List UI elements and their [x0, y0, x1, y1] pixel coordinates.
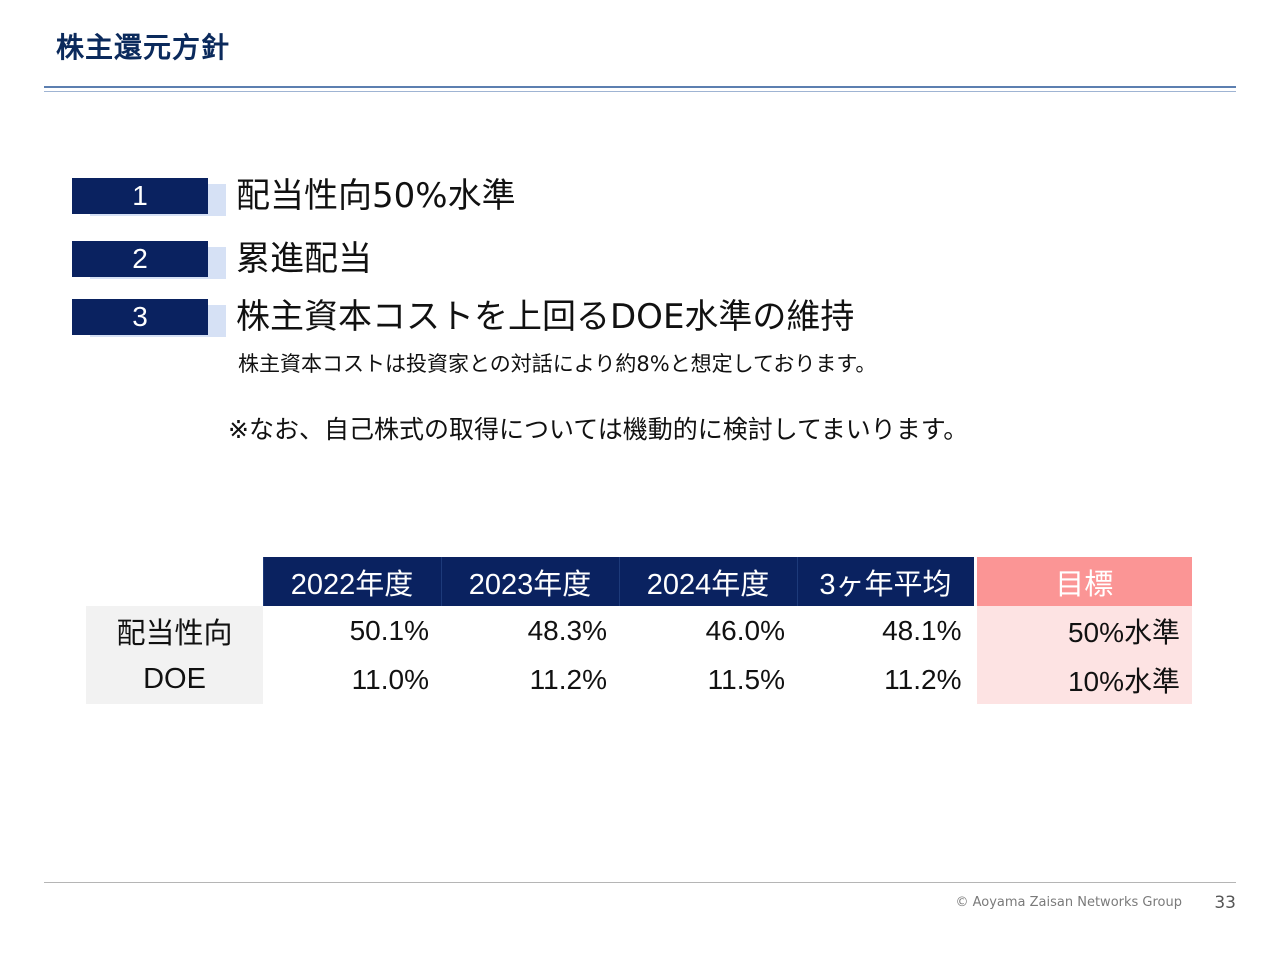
table-cell: 48.1%	[882, 614, 962, 646]
table-row: DOE 11.0% 11.2% 11.5% 11.2% 10%水準	[86, 655, 1192, 704]
target-cell: 50%水準	[973, 606, 1192, 655]
table-cell: 46.0%	[705, 614, 785, 646]
page-title: 株主還元方針	[56, 31, 231, 64]
target-column-header: 目標	[973, 557, 1192, 606]
policy-number-badge: 3	[72, 299, 208, 335]
table-cell: 11.2%	[529, 663, 607, 695]
row-label: DOE	[86, 655, 263, 704]
policy-number-badge: 1	[72, 178, 208, 214]
table-cell: 50.1%	[349, 614, 429, 646]
page-number: 33	[1214, 893, 1236, 913]
policy-item-3: 3 株主資本コストを上回るDOE水準の維持	[72, 297, 1072, 339]
policy-text: 累進配当	[236, 239, 372, 279]
column-header: 3ヶ年平均	[796, 557, 975, 606]
table-header-row: 2022年度 2023年度 2024年度 3ヶ年平均 目標	[86, 557, 1192, 606]
header-rule	[44, 86, 1236, 88]
header-rule-thin	[44, 91, 1236, 92]
column-header: 2023年度	[440, 557, 619, 606]
policy-text: 配当性向50%水準	[236, 176, 516, 216]
table-cell: 11.0%	[351, 663, 429, 695]
row-label: 配当性向	[86, 606, 263, 655]
policy-number-badge: 2	[72, 241, 208, 277]
column-header: 2022年度	[262, 557, 441, 606]
footer-rule	[44, 882, 1236, 883]
target-cell: 10%水準	[973, 655, 1192, 704]
table-cell: 11.5%	[707, 663, 785, 695]
table-corner-cell	[86, 557, 263, 606]
column-header: 2024年度	[618, 557, 797, 606]
copyright-text: © Aoyama Zaisan Networks Group	[955, 895, 1182, 910]
policy-item-2: 2 累進配当	[72, 239, 1072, 281]
policy-item-1: 1 配当性向50%水準	[72, 176, 1072, 218]
policy-3-note: 株主資本コストは投資家との対話により約8%と想定しております。	[238, 352, 877, 376]
payout-table: 2022年度 2023年度 2024年度 3ヶ年平均 目標 配当性向 50.1%…	[86, 557, 1192, 704]
policy-text: 株主資本コストを上回るDOE水準の維持	[236, 297, 855, 337]
table-cell: 48.3%	[527, 614, 607, 646]
table-cell: 11.2%	[884, 663, 962, 695]
table-row: 配当性向 50.1% 48.3% 46.0% 48.1% 50%水準	[86, 606, 1192, 655]
treasury-stock-note: ※なお、自己株式の取得については機動的に検討してまいります。	[228, 415, 969, 444]
